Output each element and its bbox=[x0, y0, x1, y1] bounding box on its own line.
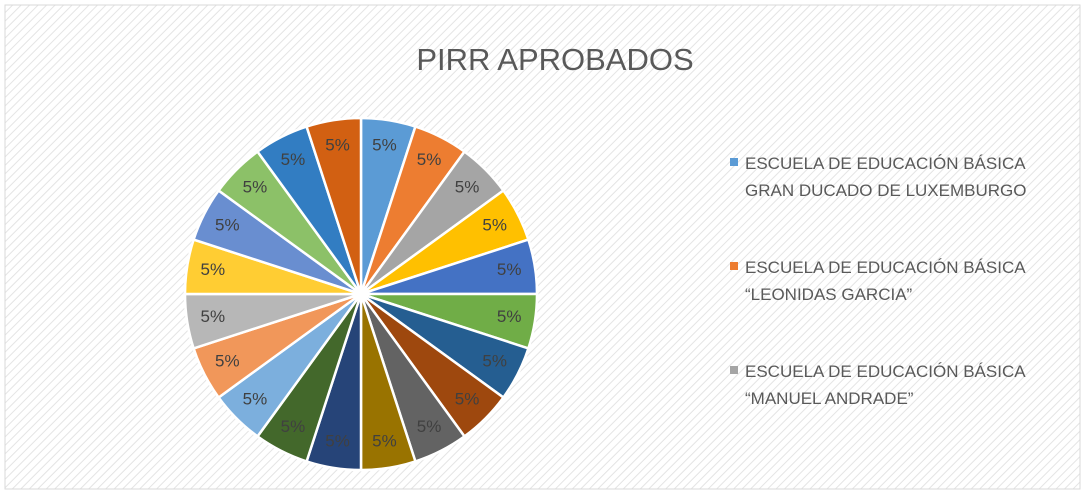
legend-entry: ESCUELA DE EDUCACIÓN BÁSICA “LEONIDAS GA… bbox=[745, 258, 1025, 304]
chart-title: PIRR APROBADOS bbox=[416, 42, 693, 77]
data-label: 5% bbox=[482, 352, 507, 371]
legend-swatch bbox=[730, 366, 738, 374]
data-label: 5% bbox=[482, 215, 507, 234]
data-label: 5% bbox=[201, 307, 226, 326]
data-label: 5% bbox=[201, 260, 226, 279]
data-label: 5% bbox=[215, 352, 240, 371]
pie-slice bbox=[305, 116, 363, 295]
data-label: 5% bbox=[325, 135, 350, 154]
data-label: 5% bbox=[455, 177, 480, 196]
data-label: 5% bbox=[215, 215, 240, 234]
chart-background bbox=[4, 4, 1081, 490]
data-label: 5% bbox=[455, 390, 480, 409]
data-label: 5% bbox=[325, 432, 350, 451]
legend-swatch bbox=[730, 158, 738, 166]
data-label: 5% bbox=[243, 390, 268, 409]
legend-swatch bbox=[730, 262, 738, 270]
data-label: 5% bbox=[417, 417, 442, 436]
legend-entry: ESCUELA DE EDUCACIÓN BÁSICA GRAN DUCADO … bbox=[745, 154, 1027, 200]
data-label: 5% bbox=[417, 150, 442, 169]
data-label: 5% bbox=[372, 432, 397, 451]
legend-entry: ESCUELA DE EDUCACIÓN BÁSICA “MANUEL ANDR… bbox=[745, 362, 1025, 408]
data-label: 5% bbox=[281, 417, 306, 436]
data-label: 5% bbox=[497, 260, 522, 279]
data-label: 5% bbox=[372, 135, 397, 154]
data-label: 5% bbox=[497, 307, 522, 326]
data-label: 5% bbox=[281, 150, 306, 169]
data-label: 5% bbox=[243, 177, 268, 196]
